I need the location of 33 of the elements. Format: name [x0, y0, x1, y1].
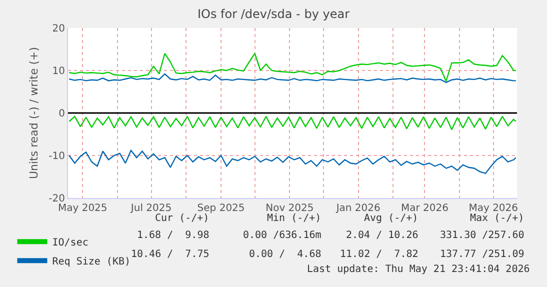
- text: 11.02 / 7.82: [340, 249, 418, 260]
- text: 0.00 / 4.68: [249, 249, 322, 260]
- text: 10.46 / 7.75: [131, 249, 210, 260]
- text: 331.30 /257.60: [440, 230, 524, 241]
- y-tick-label: 10: [52, 66, 65, 77]
- y-tick-label: -20: [48, 194, 65, 204]
- chart-title: IOs for /dev/sda - by year: [197, 7, 350, 22]
- text: Avg (-/+): [364, 213, 418, 224]
- line-series: [68, 116, 516, 130]
- legend-label: IO/sec: [52, 238, 88, 249]
- text: 1.68 / 9.98: [137, 230, 210, 241]
- y-tick-label: 0: [58, 108, 65, 120]
- x-tick-label: Mar 2026: [400, 203, 448, 214]
- text: Cur (-/+): [155, 213, 210, 224]
- legend-label: Req Size (KB): [52, 256, 131, 268]
- line-series: [68, 73, 516, 83]
- x-tick-label: Nov 2025: [266, 203, 314, 214]
- line-series: [68, 150, 516, 174]
- text: Min (-/+): [267, 213, 322, 224]
- text: 2.04 / 10.26: [346, 230, 418, 241]
- text: Max (-/+): [470, 213, 524, 224]
- text: 137.77 /251.09: [440, 249, 524, 260]
- line-series: [68, 52, 516, 82]
- x-tick-label: May 2025: [58, 203, 108, 214]
- x-tick-label: May 2026: [468, 203, 518, 214]
- y-tick-label: 20: [52, 24, 65, 34]
- y-axis-title: Units read (-) / write (+): [27, 46, 40, 180]
- text: Last update: Thu May 21 23:41:04 2026: [307, 264, 530, 275]
- text: 0.00 /636.16m: [243, 230, 322, 241]
- y-tick-label: -10: [48, 151, 65, 162]
- x-tick-label: Sep 2025: [197, 203, 245, 214]
- x-tick-label: Jul 2025: [130, 203, 172, 214]
- x-tick-label: Jan 2026: [335, 203, 380, 214]
